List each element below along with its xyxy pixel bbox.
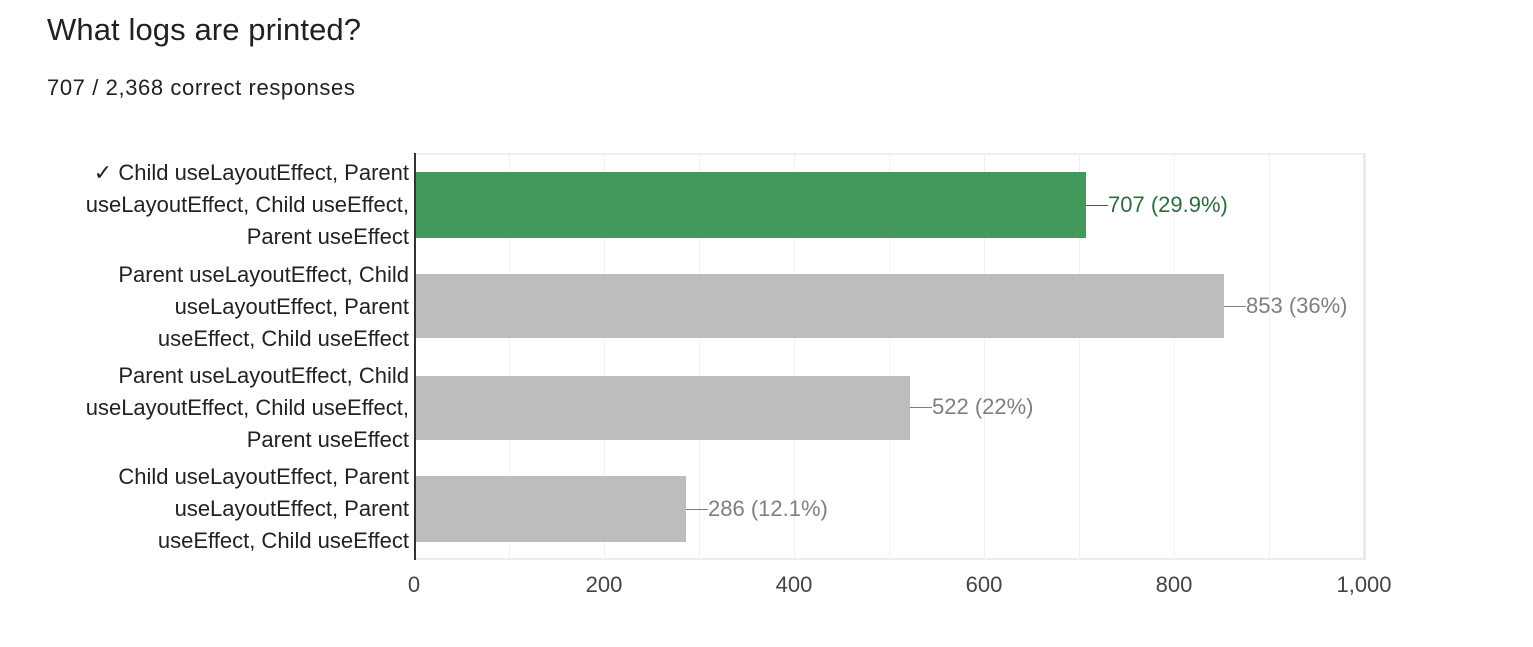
plot-border — [1363, 153, 1366, 560]
bar-leader-line — [1224, 306, 1246, 307]
bar[interactable] — [414, 376, 910, 440]
bar[interactable] — [414, 274, 1224, 338]
gridline — [1174, 153, 1175, 560]
category-label-line: useLayoutEffect, Child useEffect, — [85, 192, 409, 217]
bar-value-label: 707 (29.9%) — [1108, 192, 1228, 217]
bar-leader-line — [910, 407, 932, 408]
gridline — [604, 153, 605, 560]
category-label-line: Parent useLayoutEffect, Child — [118, 262, 409, 287]
correct-responses-summary: 707 / 2,368 correct responses — [47, 75, 356, 100]
x-axis-tick: 400 — [775, 572, 813, 597]
plot-border — [414, 558, 1366, 560]
category-label-line: useEffect, Child useEffect — [157, 326, 409, 351]
x-axis-tick: 800 — [1155, 572, 1193, 597]
bar[interactable] — [414, 476, 686, 542]
category-label-line: useLayoutEffect, Child useEffect, — [85, 395, 409, 420]
category-label-line: useLayoutEffect, Parent — [174, 294, 409, 319]
gridline — [699, 153, 700, 560]
gridline — [984, 153, 985, 560]
category-label-line: Parent useLayoutEffect, Child — [118, 363, 409, 388]
gridline — [889, 153, 890, 560]
bar-correct[interactable] — [414, 172, 1086, 238]
bar-value-label: 286 (12.1%) — [708, 496, 828, 521]
bar-leader-line — [686, 509, 708, 510]
x-axis-tick: 1,000 — [1336, 572, 1392, 597]
category-label-line: Parent useEffect — [246, 427, 409, 452]
category-label-line: Parent useEffect — [246, 224, 409, 249]
category-label-line: useEffect, Child useEffect — [157, 528, 409, 553]
bar-value-label: 522 (22%) — [932, 394, 1034, 419]
category-label-line: useLayoutEffect, Parent — [174, 496, 409, 521]
gridline — [794, 153, 795, 560]
category-label-line: Child useLayoutEffect, Parent — [118, 464, 409, 489]
gridline — [1269, 153, 1270, 560]
category-label: Parent useLayoutEffect, Child useLayoutE… — [9, 360, 409, 456]
x-axis-tick: 200 — [585, 572, 623, 597]
bar-value-label: 853 (36%) — [1246, 293, 1348, 318]
category-label-correct: ✓ Child useLayoutEffect, Parent useLayou… — [9, 157, 409, 253]
x-axis-tick: 600 — [965, 572, 1003, 597]
gridline — [509, 153, 510, 560]
bar-chart-plot-area: 707 (29.9%) 853 (36%) 522 (22%) 286 (12.… — [414, 153, 1366, 560]
category-label: Parent useLayoutEffect, Child useLayoutE… — [9, 259, 409, 355]
question-title: What logs are printed? — [47, 12, 362, 47]
gridline — [1079, 153, 1080, 560]
y-axis-line — [414, 153, 416, 560]
bar-leader-line — [1086, 205, 1108, 206]
category-label-line: ✓ Child useLayoutEffect, Parent — [93, 160, 409, 185]
x-axis-tick: 0 — [407, 572, 421, 597]
category-label: Child useLayoutEffect, Parent useLayoutE… — [9, 461, 409, 557]
